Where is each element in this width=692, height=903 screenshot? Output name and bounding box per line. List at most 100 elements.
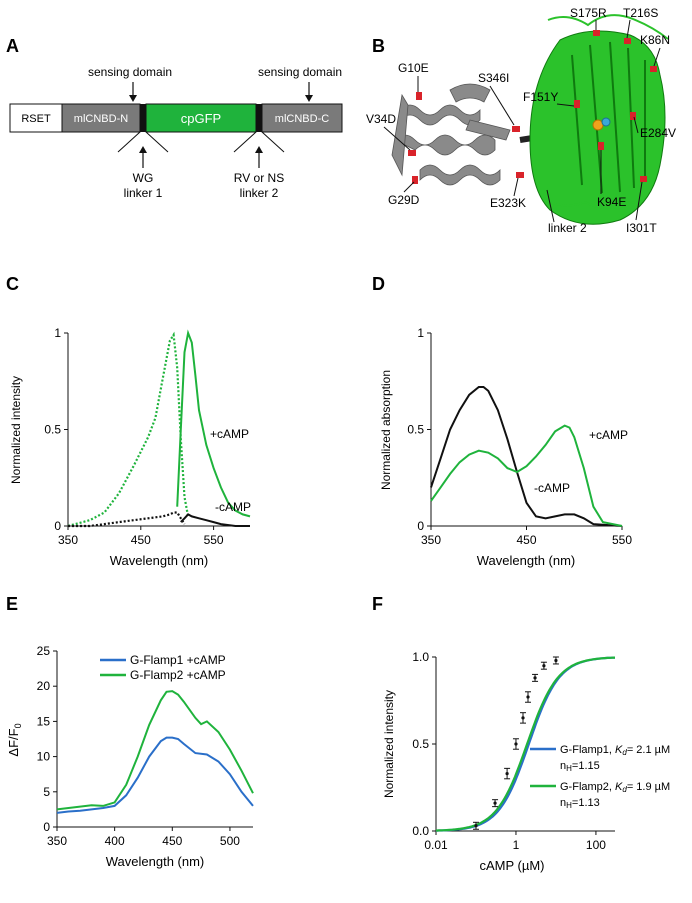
sensing-domain-ribbon <box>391 83 511 186</box>
f-data-point <box>533 676 537 680</box>
c-x-tick-label: 450 <box>131 533 151 547</box>
cpgfp-barrel <box>529 14 669 225</box>
e-y-tick-label: 10 <box>37 750 51 764</box>
linker1-label-line1: WG <box>133 171 154 185</box>
label-g29d: G29D <box>388 193 420 207</box>
d-y-tick-label: 1 <box>417 326 424 340</box>
label-e323k: E323K <box>490 196 526 210</box>
f-legend-label-1: G-Flamp1, Kd= 2.1 µM <box>560 744 670 757</box>
f-y-tick-label: 0.0 <box>412 824 429 838</box>
linker1-callout-right <box>145 131 169 153</box>
c-series-line-3 <box>68 511 186 528</box>
chart-d: 0 0.5 1 350 450 550 Normalized absorption Wav… <box>379 326 632 568</box>
panel-letter-e: E <box>6 594 18 614</box>
e-y-tick-label: 15 <box>37 714 51 728</box>
c-series-line-2 <box>176 329 251 518</box>
leader-t216s <box>626 19 631 39</box>
c-series-line-1 <box>67 331 190 528</box>
linker1-arrow-head <box>139 146 147 153</box>
label-k94e: K94E <box>597 195 626 209</box>
e-y-tick-label: 0 <box>43 820 50 834</box>
panel-letter-a: A <box>6 36 19 56</box>
f-legend-label-2: G-Flamp2, Kd= 1.9 µM <box>560 781 670 794</box>
f-legend-nh-1: nH=1.15 <box>560 760 600 773</box>
c-x-label: Wavelength (nm) <box>110 553 209 568</box>
f-legend-kd-2: = 1.9 µM <box>627 781 670 793</box>
linker2-box <box>256 104 262 132</box>
rset-label: RSET <box>21 113 51 125</box>
d-x-tick-label: 550 <box>612 533 632 547</box>
label-linker-2: linker 2 <box>548 221 587 235</box>
f-y-tick-label: 0.5 <box>412 737 429 751</box>
f-data-point <box>542 664 546 668</box>
f-legend-nh-2: nH=1.13 <box>560 797 600 810</box>
panel-a-construct: sensing domain sensing domain RSET mlCNB… <box>9 65 343 200</box>
mlcnbd-c-label: mlCNBD-C <box>275 113 329 125</box>
leader-f151y <box>556 103 575 107</box>
f-legend-name-2: G-Flamp2, <box>560 781 615 793</box>
e-legend-label-2: G-Flamp2 +cAMP <box>130 668 226 682</box>
f-data-point <box>493 801 497 805</box>
label-e284v: E284V <box>640 126 676 140</box>
f-x-tick-label: 1 <box>513 838 520 852</box>
e-x-label: Wavelength (nm) <box>106 854 205 869</box>
e-series-line-2 <box>56 690 254 811</box>
c-x-tick-label: 550 <box>204 533 224 547</box>
arrow-down-left-head <box>129 95 137 102</box>
f-fit-curve-2 <box>436 656 615 832</box>
f-legend-nh-symbol-1: n <box>560 760 566 772</box>
label-f151y: F151Y <box>523 90 558 104</box>
e-x-tick-label: 500 <box>220 834 240 848</box>
c-y-tick-label: 0.5 <box>44 423 61 437</box>
linker1-box <box>140 104 146 132</box>
linker2-callout-right <box>261 131 285 153</box>
f-data-point <box>474 824 478 828</box>
e-y-tick-label: 20 <box>37 679 51 693</box>
label-s175r: S175R <box>570 6 607 20</box>
chart-c: 0 0.5 1 350 450 550 Normalized intensity Wave… <box>9 326 251 568</box>
f-legend-nh-symbol-2: n <box>560 797 566 809</box>
e-legend-label-1: G-Flamp1 +cAMP <box>130 653 226 667</box>
leader-i301t <box>635 181 643 221</box>
mutation-g10e <box>416 92 422 100</box>
f-legend-nh-sub-2: H <box>566 801 572 810</box>
f-legend-kd-sub-1: d <box>622 748 627 757</box>
c-series-line-4 <box>180 513 250 527</box>
e-x-tick-label: 450 <box>162 834 182 848</box>
f-legend-kd-sub-2: d <box>622 785 627 794</box>
linker2-label-line1: RV or NS <box>234 171 284 185</box>
f-legend-kd-symbol-2: K <box>615 781 623 793</box>
mutation-s346i <box>512 126 520 132</box>
linker2-callout-left <box>233 131 257 153</box>
c-annotation-plus: +cAMP <box>210 427 249 441</box>
e-y-label-sub: 0 <box>13 723 23 728</box>
f-y-label: Normalized intensity <box>382 690 396 798</box>
e-y-label-main: ΔF/F <box>6 728 21 756</box>
d-x-tick-label: 450 <box>516 533 536 547</box>
linker1-callout-left <box>117 131 141 153</box>
label-i301t: I301T <box>626 221 657 235</box>
d-series-line-2 <box>430 424 623 527</box>
f-data-point <box>521 716 525 720</box>
linker2-arrow-head <box>255 146 263 153</box>
panel-letter-b: B <box>372 36 385 56</box>
f-y-tick-label: 1.0 <box>412 650 429 664</box>
f-legend-kd-1: = 2.1 µM <box>627 744 670 756</box>
panel-letter-d: D <box>372 274 385 294</box>
d-y-label: Normalized absorption <box>379 370 393 490</box>
sensing-domain-right-label: sensing domain <box>258 65 342 79</box>
d-x-tick-label: 350 <box>421 533 441 547</box>
d-annotation-minus: -cAMP <box>534 481 570 495</box>
f-legend-kd-symbol-1: K <box>615 744 623 756</box>
label-g10e: G10E <box>398 61 429 75</box>
f-data-point <box>514 742 518 746</box>
mutation-e323k <box>516 172 524 178</box>
mlcnbd-n-label: mlCNBD-N <box>74 113 128 125</box>
e-y-tick-label: 25 <box>37 644 51 658</box>
label-t216s: T216S <box>623 6 658 20</box>
e-x-tick-label: 400 <box>105 834 125 848</box>
cpgfp-box <box>145 103 257 133</box>
c-annotation-minus: -cAMP <box>215 500 251 514</box>
panel-letter-c: C <box>6 274 19 294</box>
d-x-label: Wavelength (nm) <box>477 553 576 568</box>
